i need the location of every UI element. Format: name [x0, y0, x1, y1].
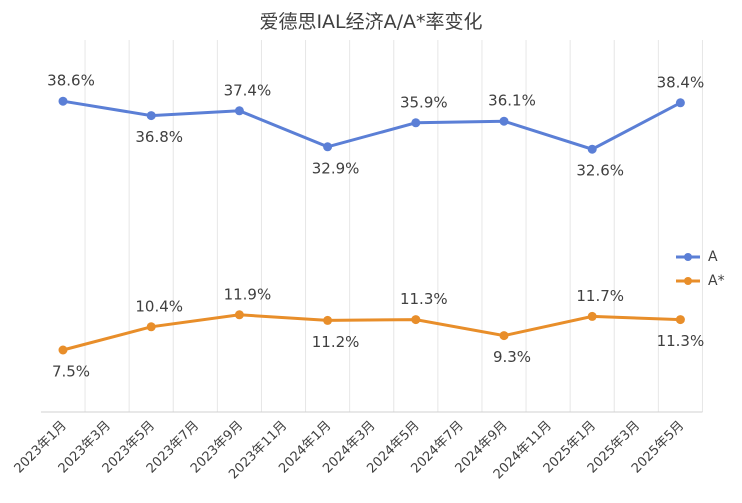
- data-label: 7.5%: [52, 363, 90, 381]
- data-point: [675, 98, 685, 108]
- data-label: 38.6%: [47, 72, 95, 90]
- data-label: 11.3%: [400, 290, 448, 308]
- data-point: [234, 310, 244, 320]
- data-label: 11.9%: [224, 285, 272, 303]
- data-label: 35.9%: [400, 93, 448, 111]
- data-label: 10.4%: [135, 297, 183, 315]
- data-point: [234, 106, 244, 116]
- data-point: [58, 345, 68, 355]
- data-point: [499, 116, 509, 126]
- data-label: 36.1%: [488, 92, 536, 110]
- data-point: [411, 118, 421, 128]
- legend-marker: [684, 253, 692, 261]
- data-point: [587, 311, 597, 321]
- data-point: [587, 144, 597, 154]
- data-point: [323, 315, 333, 325]
- data-point: [323, 142, 333, 152]
- data-label: 37.4%: [224, 81, 272, 99]
- legend-label: A*: [708, 273, 725, 289]
- data-point: [146, 322, 156, 332]
- data-label: 9.3%: [493, 348, 531, 366]
- data-label: 11.3%: [657, 332, 705, 350]
- data-label: 32.9%: [312, 159, 360, 177]
- data-point: [58, 96, 68, 106]
- series-line: [62, 313, 681, 352]
- legend-marker: [684, 277, 692, 285]
- data-label: 11.2%: [312, 333, 360, 351]
- data-point: [675, 315, 685, 325]
- legend-label: A: [708, 249, 718, 265]
- data-label: 38.4%: [657, 73, 705, 91]
- data-point: [499, 331, 509, 341]
- data-point: [146, 111, 156, 121]
- chart-title: 爱德思IAL经济A/A*率变化: [259, 11, 482, 33]
- data-label: 36.8%: [135, 128, 183, 146]
- data-label: 11.7%: [576, 287, 624, 305]
- data-label: 32.6%: [576, 162, 624, 180]
- data-point: [411, 315, 421, 325]
- series-line: [62, 99, 682, 151]
